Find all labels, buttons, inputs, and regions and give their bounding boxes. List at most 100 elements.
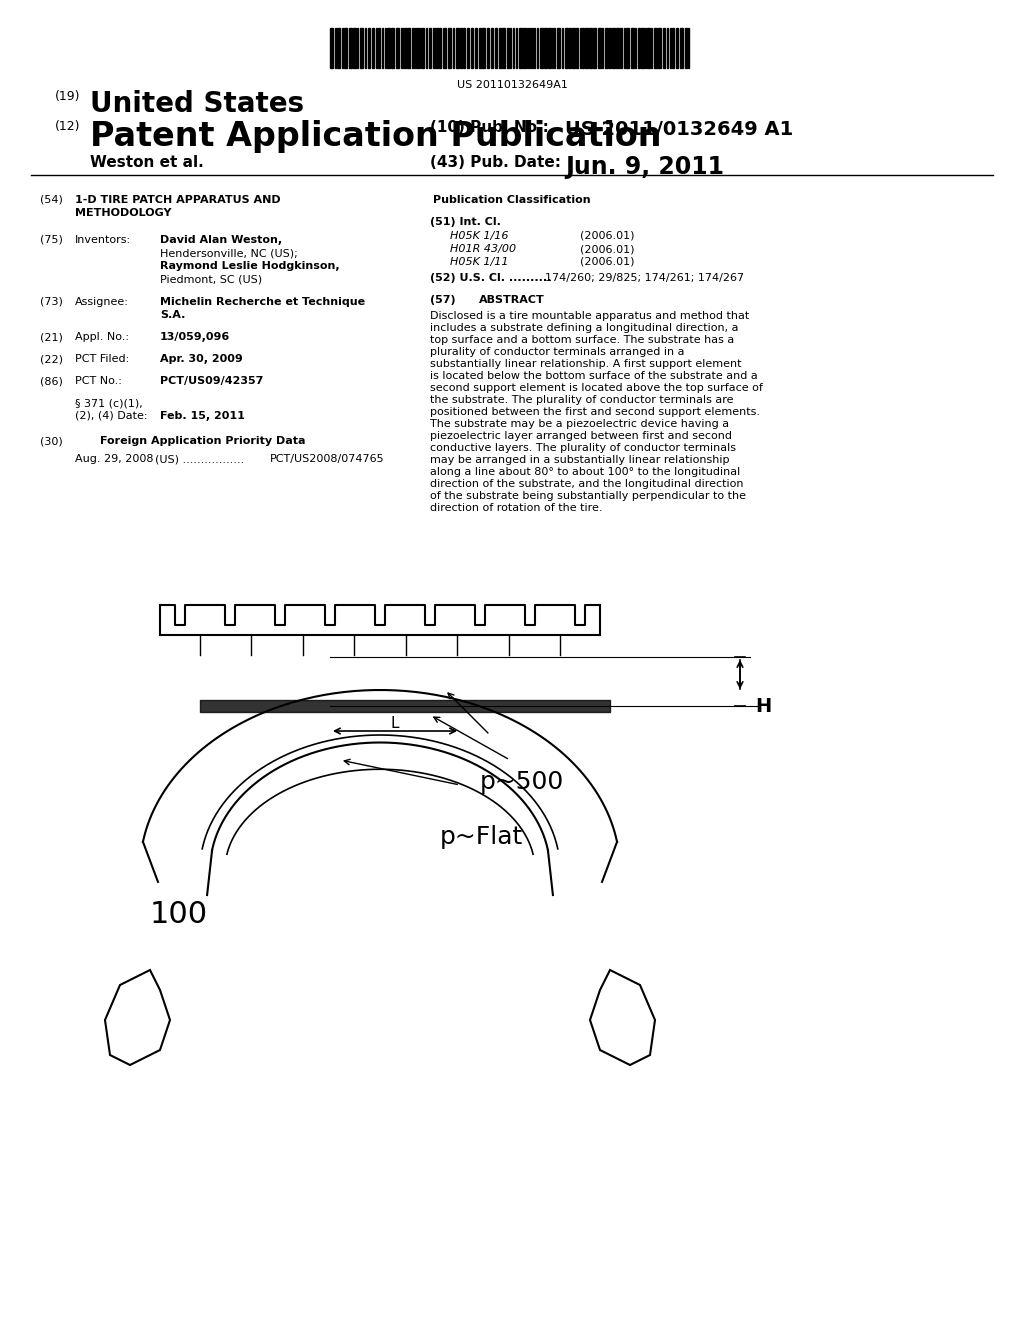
Text: (51) Int. Cl.: (51) Int. Cl. bbox=[430, 216, 501, 227]
Text: L: L bbox=[391, 715, 399, 731]
Text: substantially linear relationship. A first support element: substantially linear relationship. A fir… bbox=[430, 359, 741, 370]
Bar bbox=[460, 28, 462, 69]
Text: includes a substrate defining a longitudinal direction, a: includes a substrate defining a longitud… bbox=[430, 323, 738, 333]
Text: (2006.01): (2006.01) bbox=[580, 231, 635, 242]
Bar bbox=[349, 28, 352, 69]
Bar bbox=[638, 28, 640, 69]
Text: Assignee:: Assignee: bbox=[75, 297, 129, 308]
Text: (2), (4) Date:: (2), (4) Date: bbox=[75, 411, 147, 421]
Bar bbox=[404, 28, 406, 69]
Text: PCT/US2008/074765: PCT/US2008/074765 bbox=[270, 454, 385, 465]
Text: US 2011/0132649 A1: US 2011/0132649 A1 bbox=[565, 120, 794, 139]
Text: 174/260; 29/825; 174/261; 174/267: 174/260; 29/825; 174/261; 174/267 bbox=[545, 273, 744, 282]
Text: the substrate. The plurality of conductor terminals are: the substrate. The plurality of conducto… bbox=[430, 395, 733, 405]
Text: (75): (75) bbox=[40, 235, 62, 246]
Text: US 20110132649A1: US 20110132649A1 bbox=[457, 81, 567, 90]
Text: David Alan Weston,: David Alan Weston, bbox=[160, 235, 283, 246]
Bar bbox=[337, 28, 340, 69]
Bar bbox=[479, 28, 481, 69]
Bar bbox=[575, 28, 578, 69]
Text: (57): (57) bbox=[430, 294, 456, 305]
Bar bbox=[436, 28, 438, 69]
Bar bbox=[416, 28, 419, 69]
Bar bbox=[582, 28, 584, 69]
Text: Publication Classification: Publication Classification bbox=[433, 195, 591, 205]
Bar bbox=[593, 28, 596, 69]
Bar bbox=[565, 28, 568, 69]
Bar bbox=[672, 28, 674, 69]
Bar bbox=[471, 28, 473, 69]
Text: conductive layers. The plurality of conductor terminals: conductive layers. The plurality of cond… bbox=[430, 444, 736, 453]
Bar bbox=[569, 28, 571, 69]
Text: along a line about 80° to about 100° to the longitudinal: along a line about 80° to about 100° to … bbox=[430, 467, 740, 477]
Bar bbox=[502, 28, 505, 69]
Text: Appl. No.:: Appl. No.: bbox=[75, 333, 129, 342]
Text: (19): (19) bbox=[55, 90, 81, 103]
Bar bbox=[490, 28, 493, 69]
Bar bbox=[401, 28, 403, 69]
Text: Patent Application Publication: Patent Application Publication bbox=[90, 120, 662, 153]
Bar bbox=[422, 28, 424, 69]
Bar bbox=[616, 28, 618, 69]
Bar bbox=[467, 28, 469, 69]
Bar bbox=[609, 28, 611, 69]
Bar bbox=[387, 28, 390, 69]
Bar bbox=[372, 28, 374, 69]
Text: (22): (22) bbox=[40, 354, 63, 364]
Text: Disclosed is a tire mountable apparatus and method that: Disclosed is a tire mountable apparatus … bbox=[430, 312, 750, 321]
Text: PCT No.:: PCT No.: bbox=[75, 376, 122, 385]
Bar bbox=[433, 28, 435, 69]
Bar bbox=[685, 28, 687, 69]
Text: (52) U.S. Cl. ..........: (52) U.S. Cl. .......... bbox=[430, 273, 551, 282]
Bar bbox=[519, 28, 522, 69]
Text: S.A.: S.A. bbox=[160, 310, 185, 319]
Bar bbox=[605, 28, 608, 69]
Text: (2006.01): (2006.01) bbox=[580, 244, 635, 253]
Bar bbox=[396, 28, 399, 69]
Text: Weston et al.: Weston et al. bbox=[90, 154, 204, 170]
Text: may be arranged in a substantially linear relationship: may be arranged in a substantially linea… bbox=[430, 455, 729, 465]
Bar bbox=[407, 28, 410, 69]
Bar bbox=[523, 28, 525, 69]
Text: (73): (73) bbox=[40, 297, 62, 308]
Bar bbox=[612, 28, 615, 69]
Bar bbox=[330, 28, 333, 69]
Text: § 371 (c)(1),: § 371 (c)(1), bbox=[75, 399, 142, 408]
Text: top surface and a bottom surface. The substrate has a: top surface and a bottom surface. The su… bbox=[430, 335, 734, 345]
Text: Inventors:: Inventors: bbox=[75, 235, 131, 246]
Bar bbox=[663, 28, 665, 69]
Text: United States: United States bbox=[90, 90, 304, 117]
Bar bbox=[482, 28, 485, 69]
Text: positioned between the first and second support elements.: positioned between the first and second … bbox=[430, 407, 760, 417]
Text: Hendersonville, NC (US);: Hendersonville, NC (US); bbox=[160, 248, 298, 257]
Bar bbox=[391, 28, 394, 69]
Text: Piedmont, SC (US): Piedmont, SC (US) bbox=[160, 275, 262, 284]
Text: (86): (86) bbox=[40, 376, 62, 385]
Text: ABSTRACT: ABSTRACT bbox=[479, 294, 545, 305]
Text: is located below the bottom surface of the substrate and a: is located below the bottom surface of t… bbox=[430, 371, 758, 381]
Bar bbox=[641, 28, 644, 69]
Bar bbox=[439, 28, 441, 69]
Bar bbox=[598, 28, 601, 69]
Bar bbox=[475, 28, 477, 69]
Text: 1-D TIRE PATCH APPARATUS AND: 1-D TIRE PATCH APPARATUS AND bbox=[75, 195, 281, 205]
Text: Foreign Application Priority Data: Foreign Application Priority Data bbox=[100, 436, 305, 446]
Text: direction of the substrate, and the longitudinal direction: direction of the substrate, and the long… bbox=[430, 479, 743, 488]
Bar bbox=[620, 28, 622, 69]
Text: second support element is located above the top surface of: second support element is located above … bbox=[430, 383, 763, 393]
Text: (2006.01): (2006.01) bbox=[580, 257, 635, 267]
Bar bbox=[557, 28, 560, 69]
Text: (10) Pub. No.:: (10) Pub. No.: bbox=[430, 120, 549, 135]
Text: piezoelectric layer arranged between first and second: piezoelectric layer arranged between fir… bbox=[430, 432, 732, 441]
Text: (54): (54) bbox=[40, 195, 62, 205]
Bar bbox=[507, 28, 509, 69]
Text: Apr. 30, 2009: Apr. 30, 2009 bbox=[160, 354, 243, 364]
Bar bbox=[647, 28, 650, 69]
Bar bbox=[499, 28, 501, 69]
Text: (12): (12) bbox=[55, 120, 81, 133]
Text: (43) Pub. Date:: (43) Pub. Date: bbox=[430, 154, 561, 170]
Text: METHODOLOGY: METHODOLOGY bbox=[75, 209, 171, 218]
Text: p~Flat: p~Flat bbox=[440, 825, 523, 849]
Bar bbox=[676, 28, 678, 69]
Text: Jun. 9, 2011: Jun. 9, 2011 bbox=[565, 154, 724, 180]
